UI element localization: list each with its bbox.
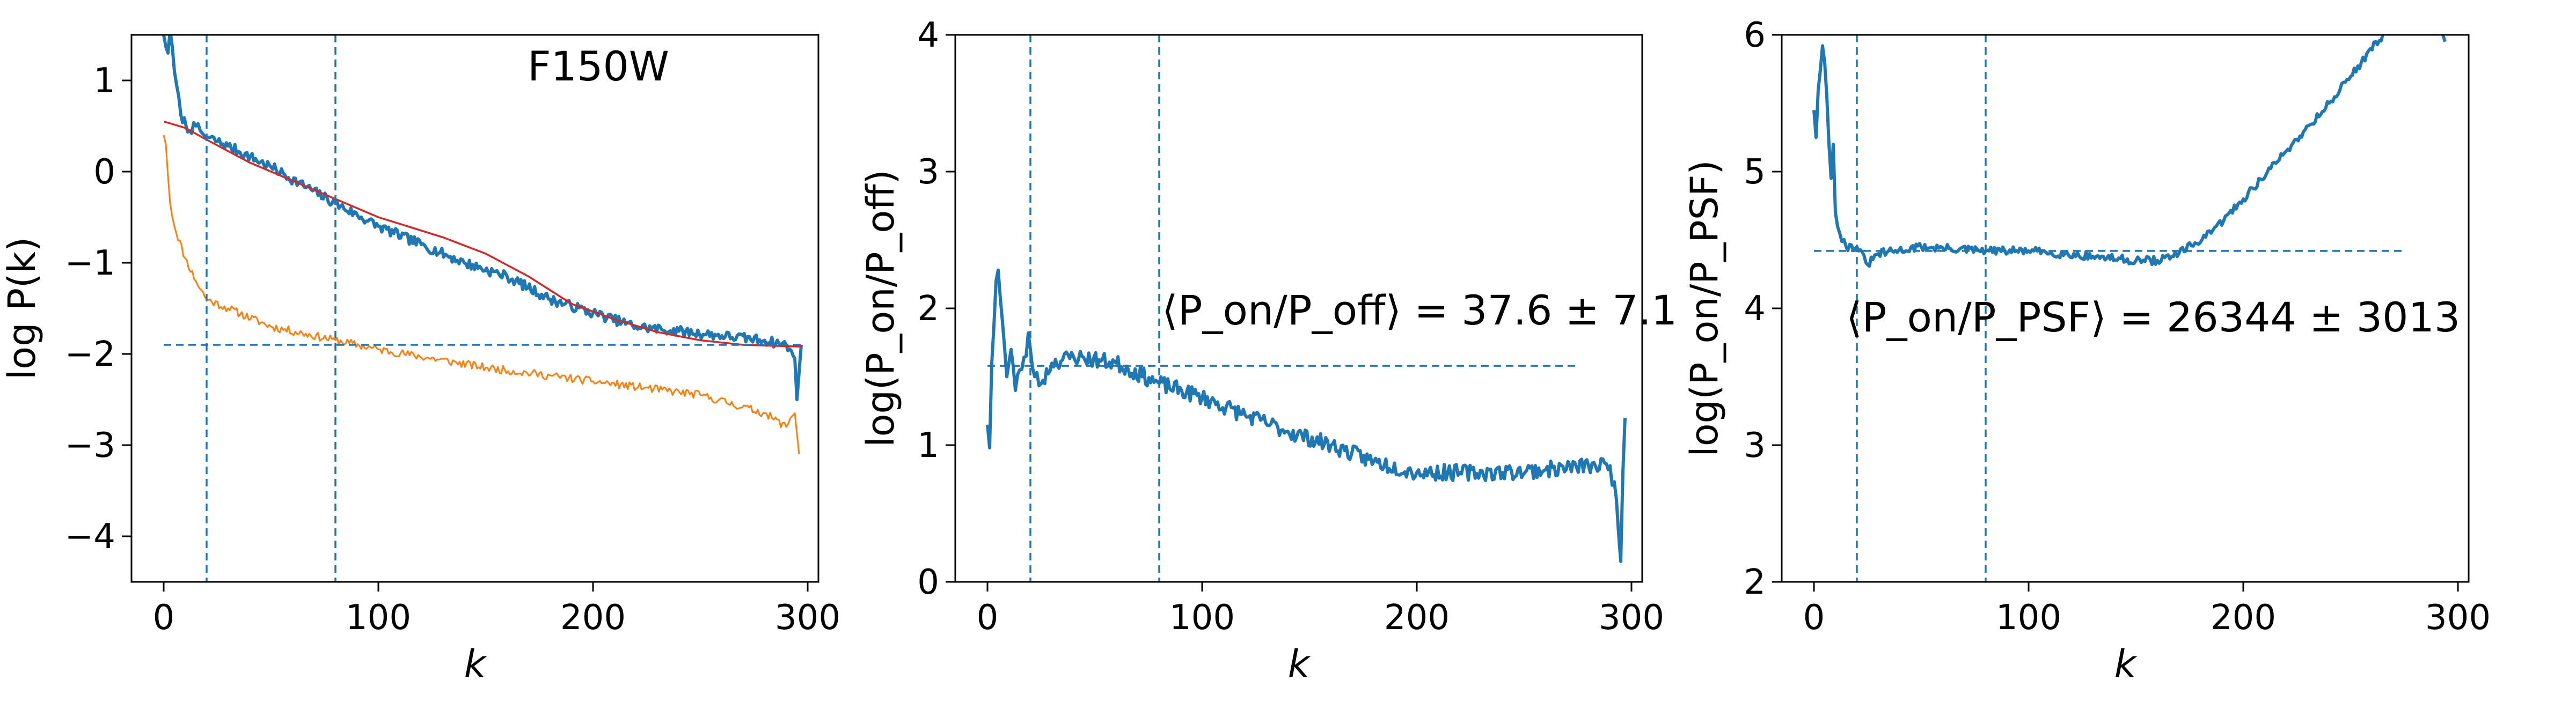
- y-axis-label: log P(k): [0, 237, 44, 380]
- tick-group: 0 100 200 300 0 1 2 3 4: [917, 16, 1664, 638]
- ratio-annotation: ⟨P_on/P_off⟩ = 37.6 ± 7.1: [1162, 286, 1677, 334]
- plot-area: [986, 35, 1627, 582]
- y-tick-label: 3: [917, 152, 939, 192]
- series-line-ratio_tail: [2441, 35, 2447, 42]
- y-tick-label: 1: [917, 426, 939, 466]
- x-tick-label: 200: [560, 598, 626, 638]
- y-tick-label: 2: [917, 289, 939, 329]
- series-line-ratio: [986, 268, 1627, 563]
- y-tick-label: −4: [65, 517, 115, 557]
- x-axis-label: k: [1288, 642, 1311, 686]
- x-tick-label: 0: [153, 598, 175, 638]
- y-axis-label: log(P_on/P_off): [859, 169, 903, 447]
- y-tick-label: 4: [917, 16, 939, 55]
- x-tick-label: 0: [977, 598, 999, 638]
- series-line-on: [162, 35, 803, 401]
- y-tick-label: −1: [65, 243, 115, 283]
- y-tick-label: 4: [1744, 289, 1766, 329]
- plot-area: [162, 35, 803, 582]
- panel-on-psf-ratio: 0 100 200 300 2 3 4 5 6 ⟨P_on/P_PSF⟩ = 26344 ± 3…: [1682, 16, 2491, 686]
- series-line-ratio: [1812, 35, 2385, 268]
- series-line-off: [163, 135, 800, 455]
- series-line-model: [163, 120, 802, 348]
- panel-power-spectrum: 0 100 200 300 −4 −3 −2 −1 0 1 F150W k log P(k): [0, 34, 840, 686]
- plot-area: [1812, 35, 2447, 582]
- x-axis-label: k: [2114, 642, 2138, 686]
- y-tick-label: 0: [917, 563, 939, 602]
- x-tick-label: 300: [2425, 598, 2491, 638]
- x-tick-label: 0: [1803, 598, 1825, 638]
- y-tick-label: −2: [65, 335, 115, 374]
- x-tick-label: 200: [2211, 598, 2276, 638]
- y-tick-label: 3: [1744, 426, 1766, 466]
- x-tick-label: 300: [1599, 598, 1664, 638]
- x-tick-label: 100: [1169, 598, 1235, 638]
- y-tick-label: 1: [93, 61, 115, 101]
- tick-group: 0 100 200 300 −4 −3 −2 −1 0 1: [65, 61, 840, 638]
- axes-frame: [130, 34, 819, 583]
- y-tick-label: 6: [1744, 16, 1766, 55]
- panel-on-off-ratio: 0 100 200 300 0 1 2 3 4 ⟨P_on/P_off⟩ = 37.6 ± 7.…: [859, 16, 1677, 686]
- ratio-annotation: ⟨P_on/P_PSF⟩ = 26344 ± 3013: [1846, 293, 2460, 341]
- x-tick-label: 200: [1384, 598, 1450, 638]
- x-tick-label: 300: [775, 598, 840, 638]
- x-tick-label: 100: [1996, 598, 2061, 638]
- x-axis-label: k: [464, 642, 487, 686]
- y-tick-label: 2: [1744, 563, 1766, 602]
- x-tick-label: 100: [346, 598, 411, 638]
- tick-group: 0 100 200 300 2 3 4 5 6: [1744, 16, 2491, 638]
- y-tick-label: 0: [93, 152, 115, 192]
- y-tick-label: −3: [65, 426, 115, 466]
- y-axis-label: log(P_on/P_PSF): [1682, 160, 1726, 456]
- y-tick-label: 5: [1744, 152, 1766, 192]
- panel-label: F150W: [528, 42, 669, 90]
